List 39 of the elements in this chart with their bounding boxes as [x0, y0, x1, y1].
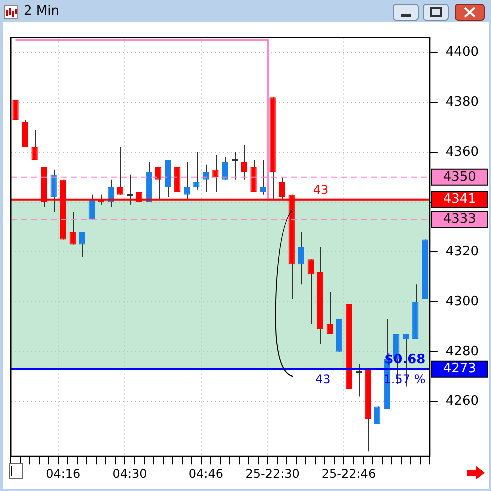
annotation: 43: [315, 372, 331, 386]
candlestick: [194, 152, 200, 190]
candlestick: [22, 120, 28, 148]
candlestick: [222, 156, 228, 180]
y-tick-label: 4320: [446, 244, 480, 260]
candlestick: [308, 259, 314, 325]
y-tick-label: 4360: [446, 144, 480, 160]
candlestick: [126, 174, 134, 206]
candlestick: [356, 364, 364, 398]
candlestick: [79, 232, 86, 258]
ref-line-label: 4333: [443, 212, 476, 228]
x-tick-label: 25-22:30: [246, 466, 300, 481]
x-tick-label: 04:16: [46, 466, 81, 481]
y-tick-label: 4260: [446, 394, 480, 410]
chart-title: 2 Min: [24, 4, 60, 19]
candlestick: [212, 154, 219, 193]
candlestick: [260, 159, 266, 196]
x-tick-label: 04:46: [188, 466, 224, 481]
candlestick: [250, 159, 257, 193]
annotation: 43: [313, 182, 329, 197]
y-tick-label: 4400: [446, 45, 480, 60]
ref-line-label: 4273: [443, 362, 476, 377]
y-tick-label: 4380: [446, 94, 480, 110]
x-tick-label: 25-22:46: [322, 466, 376, 481]
y-tick-label: 4280: [446, 344, 480, 360]
y-tick-label: 4300: [446, 294, 480, 310]
candlestick: [32, 130, 38, 160]
candlestick: [326, 292, 334, 335]
ref-line-label: 4350: [443, 170, 476, 185]
candlestick: [184, 162, 190, 200]
candlestick: [117, 146, 124, 196]
ref-line-label: 4341: [443, 192, 476, 208]
candlestick: [241, 144, 248, 180]
x-tick-label: 04:30: [112, 466, 148, 481]
candlestick: [203, 164, 210, 193]
candlestick: [50, 169, 57, 213]
candlestick: [298, 232, 304, 286]
candlestick: [70, 212, 76, 246]
candlestick: [232, 152, 240, 180]
